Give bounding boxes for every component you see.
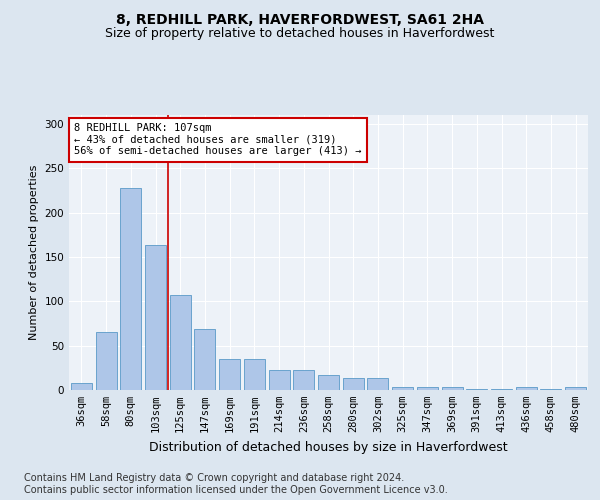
Bar [442, 388, 463, 390]
Bar [565, 388, 586, 390]
Bar [293, 370, 314, 390]
Bar [145, 246, 166, 390]
X-axis label: Distribution of detached houses by size in Haverfordwest: Distribution of detached houses by size … [149, 440, 508, 454]
Bar [318, 375, 339, 390]
Bar [491, 389, 512, 390]
Bar [219, 359, 240, 390]
Bar [367, 378, 388, 390]
Bar [170, 295, 191, 390]
Bar [343, 378, 364, 390]
Bar [541, 389, 562, 390]
Bar [244, 359, 265, 390]
Text: 8 REDHILL PARK: 107sqm
← 43% of detached houses are smaller (319)
56% of semi-de: 8 REDHILL PARK: 107sqm ← 43% of detached… [74, 123, 362, 156]
Bar [417, 388, 438, 390]
Bar [95, 332, 116, 390]
Bar [120, 188, 141, 390]
Bar [269, 370, 290, 390]
Bar [392, 388, 413, 390]
Bar [194, 329, 215, 390]
Text: Size of property relative to detached houses in Haverfordwest: Size of property relative to detached ho… [106, 28, 494, 40]
Bar [71, 383, 92, 390]
Bar [466, 389, 487, 390]
Text: Contains HM Land Registry data © Crown copyright and database right 2024.
Contai: Contains HM Land Registry data © Crown c… [24, 474, 448, 495]
Text: 8, REDHILL PARK, HAVERFORDWEST, SA61 2HA: 8, REDHILL PARK, HAVERFORDWEST, SA61 2HA [116, 12, 484, 26]
Bar [516, 388, 537, 390]
Y-axis label: Number of detached properties: Number of detached properties [29, 165, 39, 340]
